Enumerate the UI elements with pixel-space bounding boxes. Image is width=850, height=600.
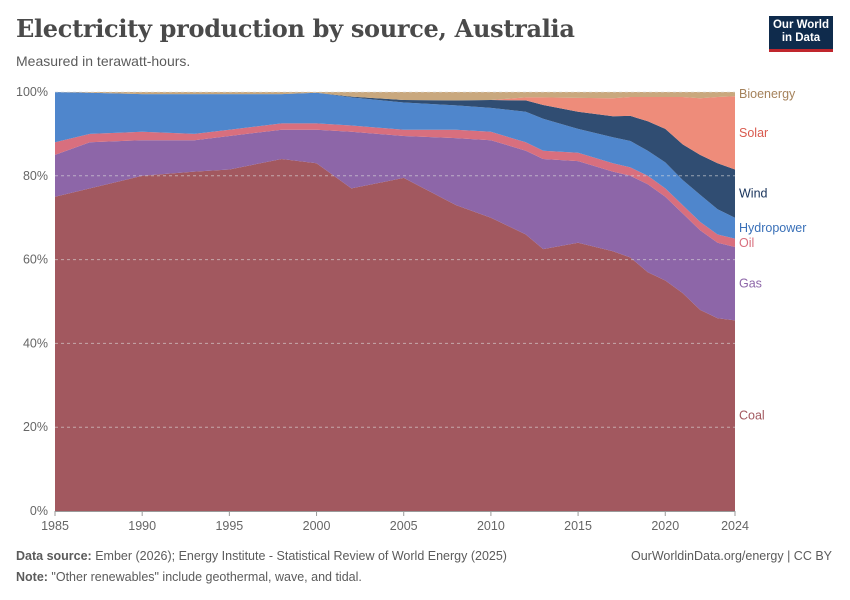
- chart-title: Electricity production by source, Austra…: [16, 14, 575, 43]
- x-tick-label: 2020: [651, 519, 679, 533]
- area-oil[interactable]: [55, 123, 735, 247]
- chart-note: Note: "Other renewables" include geother…: [16, 570, 362, 584]
- data-source: Data source: Ember (2026); Energy Instit…: [16, 549, 507, 563]
- x-tick-label: 2005: [390, 519, 418, 533]
- area-bioenergy[interactable]: [55, 92, 735, 101]
- area-layers: [55, 92, 735, 511]
- area-gas[interactable]: [55, 129, 735, 321]
- series-label-hydropower[interactable]: Hydropower: [739, 221, 806, 235]
- x-tick-label: 2024: [721, 519, 749, 533]
- series-label-bioenergy[interactable]: Bioenergy: [739, 87, 796, 101]
- series-label-gas[interactable]: Gas: [739, 277, 762, 291]
- area-coal[interactable]: [55, 159, 735, 511]
- logo-line-1: Our World: [772, 19, 829, 31]
- chart-subtitle: Measured in terawatt-hours.: [16, 53, 191, 69]
- note-label: Note:: [16, 570, 48, 584]
- x-axis: 1985 1990 1995 2000 2005 2010 2015 2020 2024: [41, 511, 749, 533]
- y-tick-label: 40%: [23, 336, 48, 350]
- y-tick-label: 60%: [23, 253, 48, 267]
- logo-line-2: in Data: [781, 32, 821, 44]
- grid-lines: [55, 91, 735, 428]
- credit-link[interactable]: OurWorldinData.org/energy | CC BY: [630, 549, 832, 563]
- x-tick-label: 1985: [41, 519, 69, 533]
- y-tick-label: 20%: [23, 420, 48, 434]
- area-wind[interactable]: [55, 92, 735, 218]
- x-tick-label: 1995: [215, 519, 243, 533]
- y-tick-label: 0%: [30, 504, 48, 518]
- x-tick-label: 2015: [564, 519, 592, 533]
- note-text: "Other renewables" include geothermal, w…: [47, 570, 362, 584]
- x-tick-label: 2000: [303, 519, 331, 533]
- series-label-wind[interactable]: Wind: [739, 187, 768, 201]
- area-hydropower[interactable]: [55, 92, 735, 239]
- x-tick-label: 1990: [128, 519, 156, 533]
- series-label-solar[interactable]: Solar: [739, 126, 768, 140]
- y-axis-ticks: 0% 20% 40% 60% 80% 100%: [16, 85, 48, 518]
- y-tick-label: 80%: [23, 169, 48, 183]
- owid-logo[interactable]: Our World in Data: [769, 16, 833, 52]
- series-label-oil[interactable]: Oil: [739, 236, 754, 250]
- series-label-coal[interactable]: Coal: [739, 409, 765, 423]
- y-tick-label: 100%: [16, 85, 48, 99]
- area-solar[interactable]: [55, 92, 735, 170]
- x-tick-label: 2010: [477, 519, 505, 533]
- data-source-text[interactable]: Ember (2026); Energy Institute - Statist…: [91, 549, 507, 563]
- data-source-label: Data source:: [16, 549, 92, 563]
